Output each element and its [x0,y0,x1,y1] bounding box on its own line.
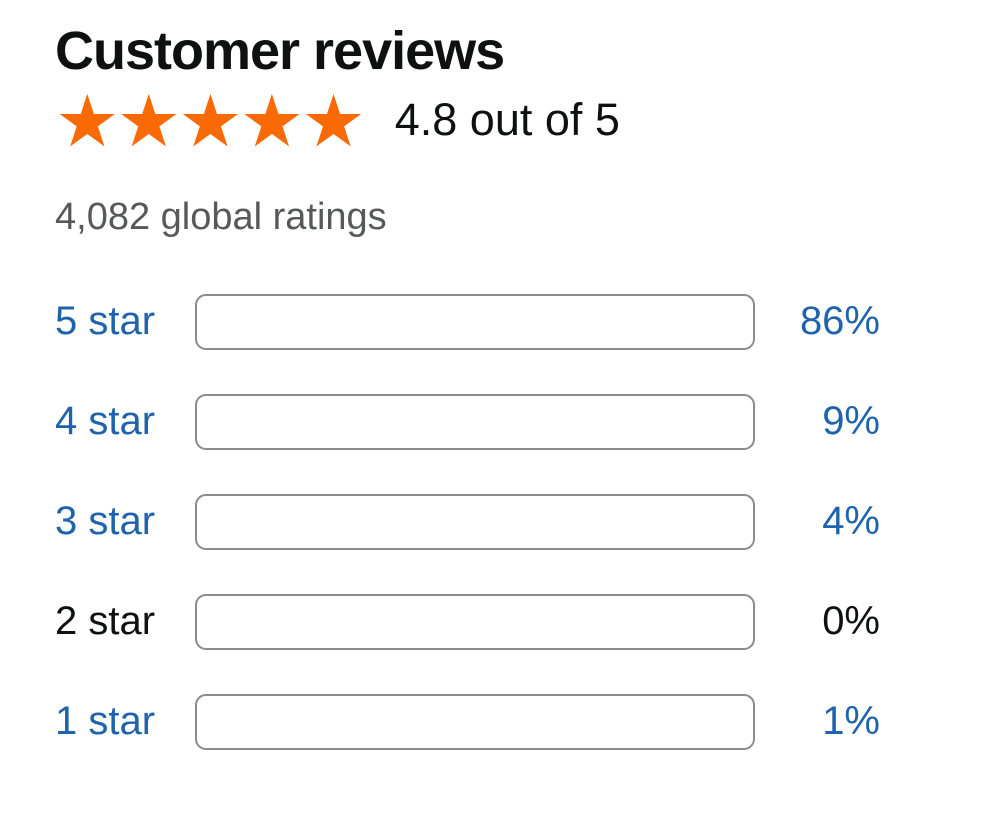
row-percent[interactable]: 1% [822,699,880,744]
customer-reviews-widget: Customer reviews ★ ★ ★ ★ ★ 4.8 out of 5 … [55,21,1000,750]
star-icon: ★ [239,82,305,163]
histogram-row-1-star[interactable]: 1 star 1% [55,693,1000,750]
bar-track[interactable] [195,493,755,550]
histogram-row-5-star[interactable]: 5 star 86% [55,293,1000,350]
bar-track [195,593,755,650]
page-title: Customer reviews [55,21,505,81]
histogram-row-4-star[interactable]: 4 star 9% [55,393,1000,450]
star-rating: ★ ★ ★ ★ ★ [55,82,366,163]
row-label[interactable]: 5 star [55,299,156,344]
ratings-histogram: 5 star 86% 4 star 9% 3 star 4% 2 star [55,293,1000,750]
row-label[interactable]: 1 star [55,699,156,744]
row-percent: 0% [822,599,880,644]
row-percent[interactable]: 4% [822,499,880,544]
row-label[interactable]: 4 star [55,399,156,444]
average-rating-summary[interactable]: ★ ★ ★ ★ ★ 4.8 out of 5 [55,86,1000,158]
bar-track[interactable] [195,293,755,350]
star-icon: ★ [55,82,120,163]
global-ratings-count: 4,082 global ratings [55,196,387,239]
row-label: 2 star [55,599,156,644]
star-icon: ★ [301,82,366,163]
bar-track[interactable] [195,393,755,450]
star-icon: ★ [116,82,182,163]
row-percent[interactable]: 86% [799,299,880,344]
bar-track[interactable] [195,693,755,750]
row-percent[interactable]: 9% [822,399,880,444]
histogram-row-2-star: 2 star 0% [55,593,1000,650]
row-label[interactable]: 3 star [55,499,156,544]
histogram-row-3-star[interactable]: 3 star 4% [55,493,1000,550]
rating-summary-text: 4.8 out of 5 [394,94,620,146]
star-icon: ★ [178,82,243,163]
